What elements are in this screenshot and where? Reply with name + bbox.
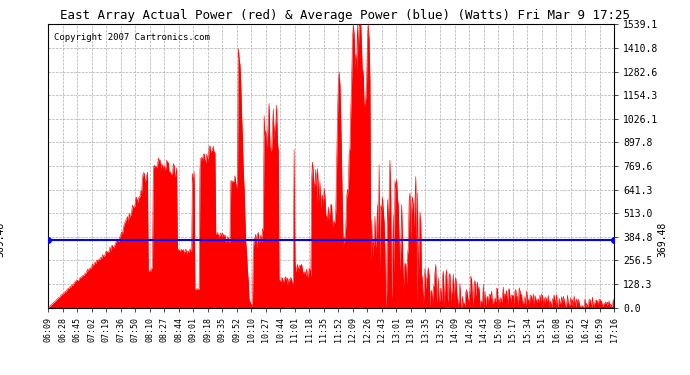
Text: Copyright 2007 Cartronics.com: Copyright 2007 Cartronics.com	[54, 33, 210, 42]
Text: East Array Actual Power (red) & Average Power (blue) (Watts) Fri Mar 9 17:25: East Array Actual Power (red) & Average …	[60, 9, 630, 22]
Text: 369.48: 369.48	[0, 222, 6, 257]
Text: 369.48: 369.48	[657, 222, 667, 257]
